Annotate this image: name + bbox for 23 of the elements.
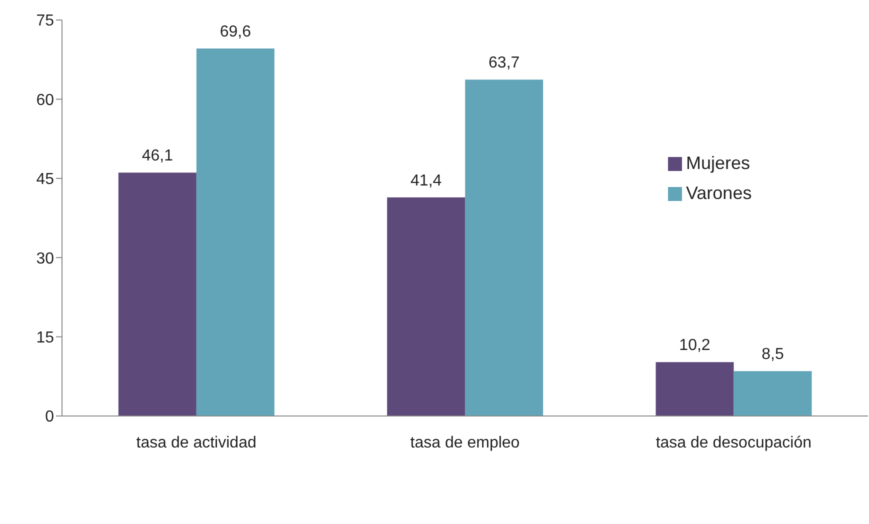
data-label: 8,5 [762, 346, 784, 364]
data-label: 63,7 [488, 54, 520, 72]
x-tick-label: tasa de empleo [410, 434, 520, 452]
bar [465, 80, 544, 416]
bar [196, 48, 274, 416]
y-tick-label: 15 [36, 329, 54, 346]
bar [656, 362, 734, 416]
legend-label: Varones [686, 183, 752, 203]
bar [387, 197, 466, 416]
legend-label: Mujeres [686, 153, 750, 173]
data-label: 69,6 [220, 24, 252, 41]
y-tick-label: 45 [36, 171, 54, 188]
data-label: 41,4 [410, 172, 442, 190]
x-tick-label: tasa de desocupación [656, 434, 812, 452]
data-label: 10,2 [679, 337, 710, 354]
bar [118, 172, 196, 416]
y-tick-label: 30 [36, 250, 54, 268]
y-tick-label: 0 [45, 408, 54, 426]
y-tick-label: 60 [36, 92, 54, 109]
bar [734, 371, 812, 416]
y-tick-label: 75 [36, 12, 54, 30]
x-tick-label: tasa de actividad [136, 434, 256, 452]
data-label: 46,1 [142, 148, 174, 165]
